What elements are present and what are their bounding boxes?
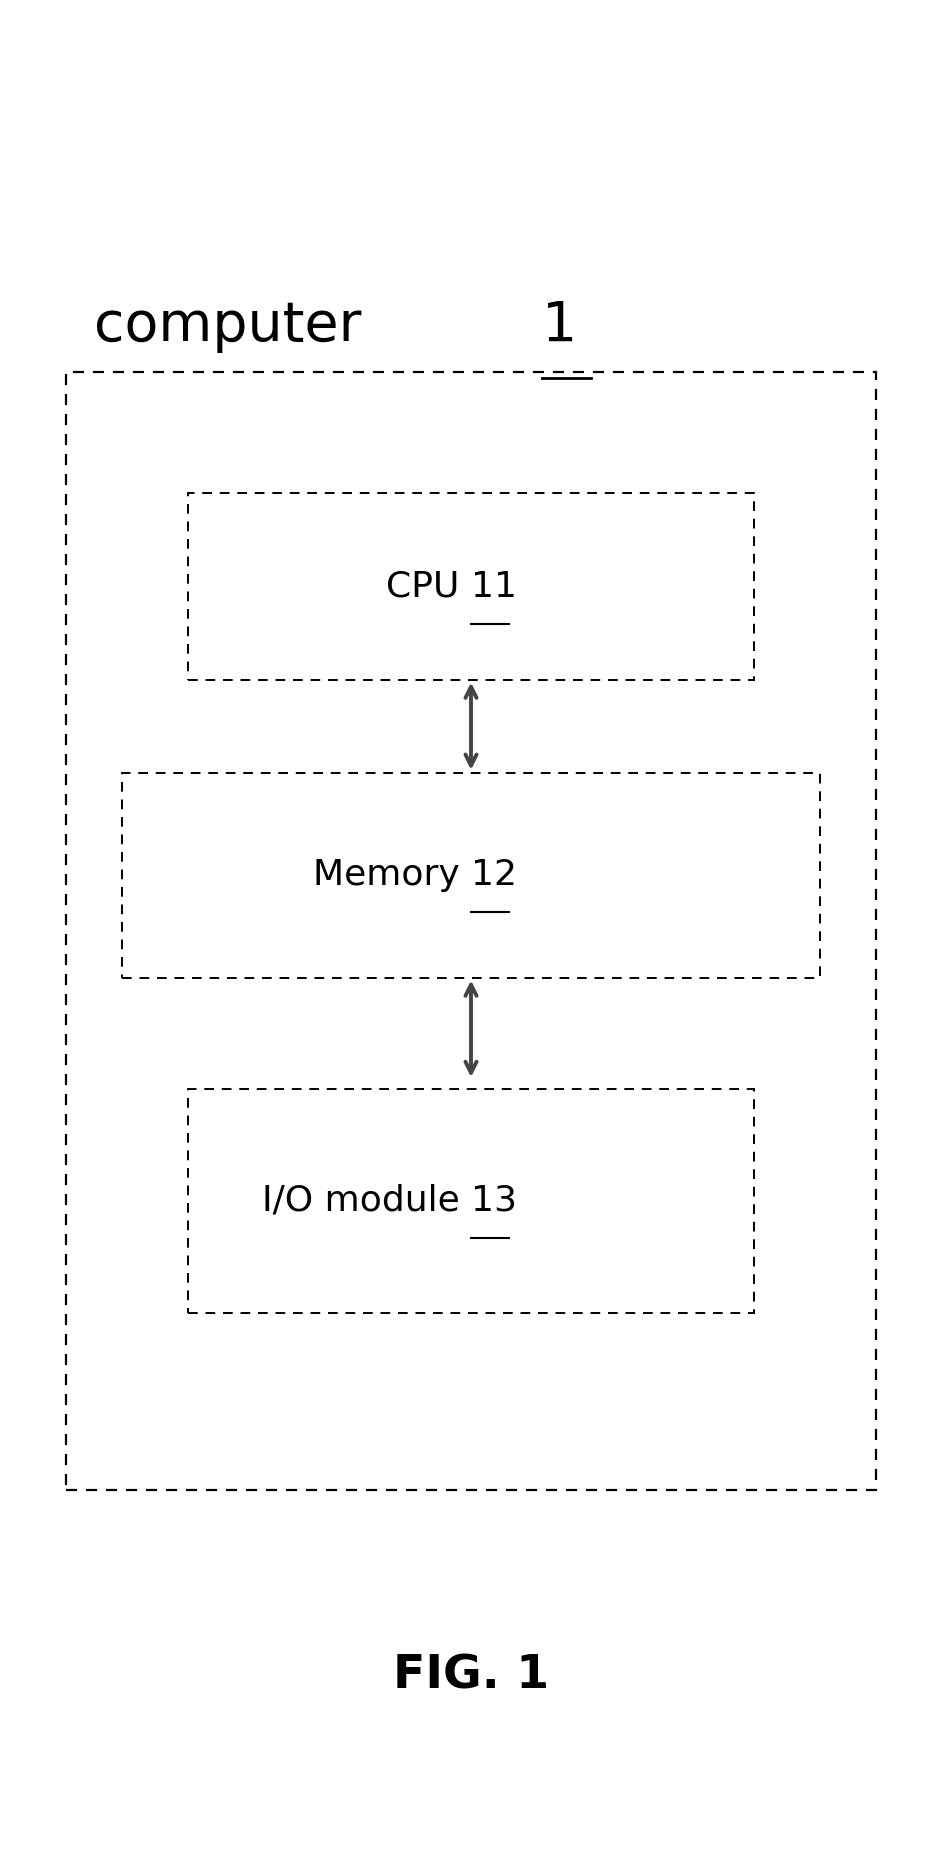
Text: Memory: Memory xyxy=(313,858,471,892)
Text: 13: 13 xyxy=(471,1184,517,1218)
Bar xyxy=(66,372,876,1490)
Text: I/O module: I/O module xyxy=(262,1184,471,1218)
Bar xyxy=(122,773,820,978)
Text: FIG. 1: FIG. 1 xyxy=(393,1653,549,1698)
Text: 1: 1 xyxy=(542,298,577,354)
Text: CPU: CPU xyxy=(386,570,471,603)
Text: 12: 12 xyxy=(471,858,517,892)
Text: computer: computer xyxy=(94,298,380,354)
Bar xyxy=(188,493,754,680)
Bar xyxy=(188,1089,754,1313)
Text: 11: 11 xyxy=(471,570,517,603)
